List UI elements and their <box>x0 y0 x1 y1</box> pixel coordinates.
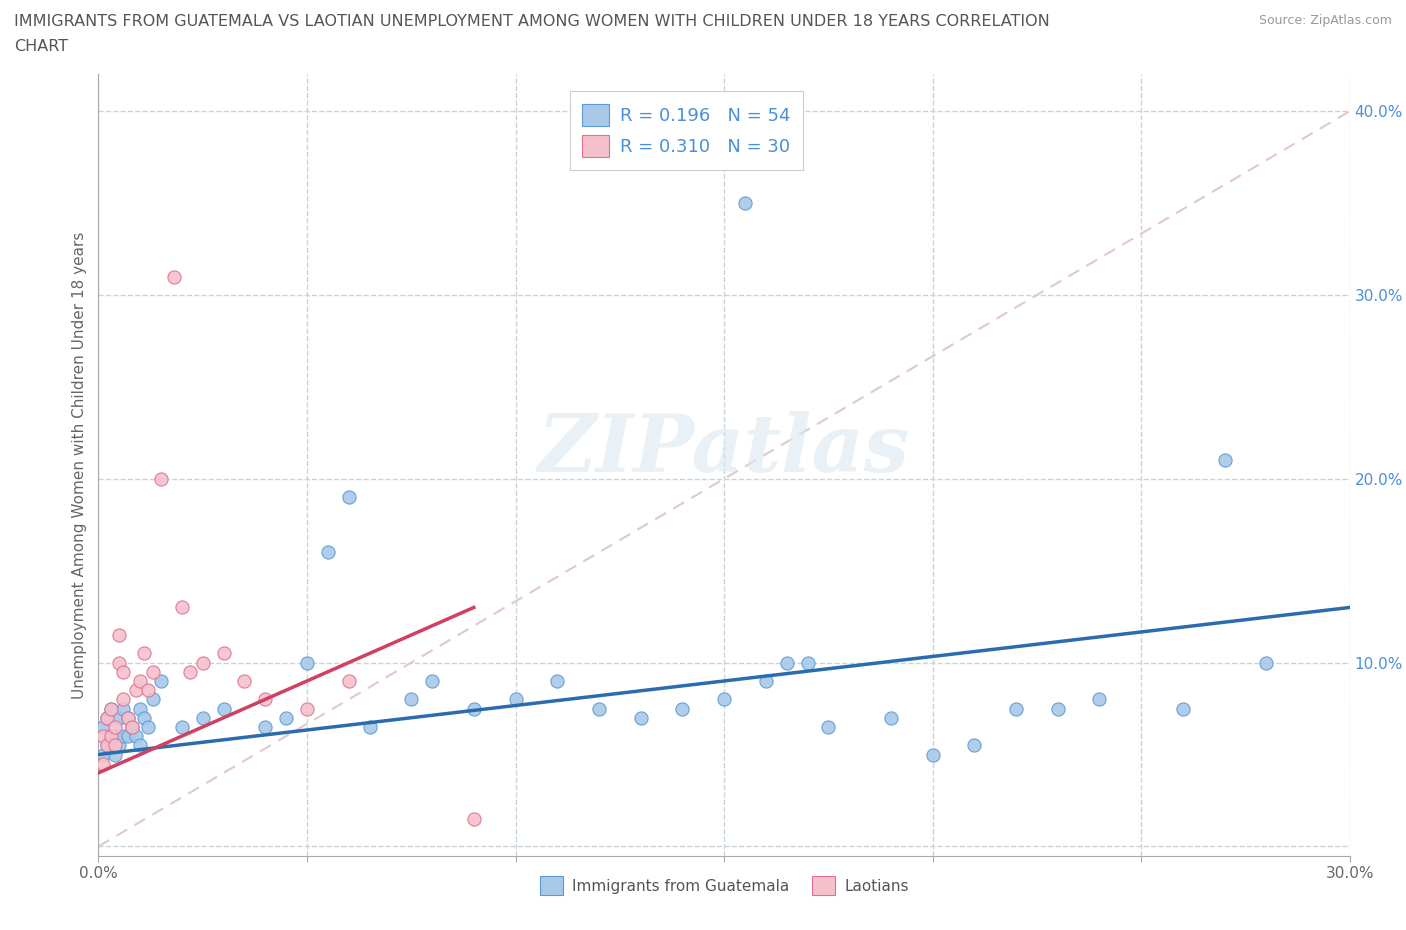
Point <box>96 711 118 725</box>
Point <box>1213 453 1236 468</box>
Point <box>179 664 201 679</box>
Point <box>117 711 139 725</box>
Point <box>150 673 173 688</box>
Point <box>142 664 165 679</box>
Point <box>880 711 903 725</box>
Point <box>337 673 360 688</box>
Point <box>1005 701 1028 716</box>
Text: Source: ZipAtlas.com: Source: ZipAtlas.com <box>1258 14 1392 27</box>
Point <box>100 701 122 716</box>
Point <box>104 720 127 735</box>
Point <box>755 673 778 688</box>
Point <box>91 747 114 762</box>
Point <box>100 729 122 744</box>
Point <box>91 729 114 744</box>
Point <box>963 737 986 752</box>
Point <box>125 683 148 698</box>
Point <box>671 701 693 716</box>
Text: IMMIGRANTS FROM GUATEMALA VS LAOTIAN UNEMPLOYMENT AMONG WOMEN WITH CHILDREN UNDE: IMMIGRANTS FROM GUATEMALA VS LAOTIAN UNE… <box>14 14 1050 29</box>
Point <box>212 646 235 661</box>
Point <box>817 720 839 735</box>
Point <box>1088 692 1111 707</box>
Point <box>921 747 943 762</box>
Point <box>121 720 143 735</box>
Point <box>359 720 381 735</box>
Y-axis label: Unemployment Among Women with Children Under 18 years: Unemployment Among Women with Children U… <box>72 232 87 698</box>
Point <box>134 646 156 661</box>
Point <box>142 692 165 707</box>
Point <box>734 195 756 210</box>
Point <box>295 701 318 716</box>
Point <box>108 737 131 752</box>
Point <box>316 545 339 560</box>
Point <box>254 720 277 735</box>
Point <box>776 655 799 670</box>
Point <box>112 692 135 707</box>
Point <box>337 490 360 505</box>
Point <box>463 701 485 716</box>
Point <box>129 701 152 716</box>
Point <box>125 729 148 744</box>
Point <box>162 269 184 284</box>
Point <box>295 655 318 670</box>
Point <box>233 673 256 688</box>
Text: ZIPatlas: ZIPatlas <box>538 411 910 488</box>
Point <box>463 811 485 826</box>
Point <box>91 720 114 735</box>
Point <box>191 711 214 725</box>
Point <box>401 692 423 707</box>
Point <box>1046 701 1069 716</box>
Point <box>112 664 135 679</box>
Point <box>630 711 652 725</box>
Point <box>96 737 118 752</box>
Point <box>212 701 235 716</box>
Point <box>1171 701 1194 716</box>
Point <box>108 628 131 643</box>
Point <box>129 673 152 688</box>
Point <box>96 737 118 752</box>
Point <box>108 655 131 670</box>
Legend: Immigrants from Guatemala, Laotians: Immigrants from Guatemala, Laotians <box>531 869 917 903</box>
Point <box>117 711 139 725</box>
Point <box>796 655 818 670</box>
Point <box>134 711 156 725</box>
Point <box>170 600 193 615</box>
Point <box>1256 655 1278 670</box>
Point <box>588 701 610 716</box>
Point <box>104 729 127 744</box>
Point <box>150 472 173 486</box>
Point <box>254 692 277 707</box>
Point <box>191 655 214 670</box>
Point <box>112 701 135 716</box>
Point <box>138 720 160 735</box>
Point <box>112 729 135 744</box>
Point <box>117 729 139 744</box>
Point <box>420 673 443 688</box>
Point <box>104 747 127 762</box>
Text: CHART: CHART <box>14 39 67 54</box>
Point <box>104 737 127 752</box>
Point <box>121 720 143 735</box>
Point <box>138 683 160 698</box>
Point <box>713 692 735 707</box>
Point <box>274 711 298 725</box>
Point <box>96 711 118 725</box>
Point <box>546 673 568 688</box>
Point <box>91 756 114 771</box>
Point <box>129 737 152 752</box>
Point <box>108 711 131 725</box>
Point <box>100 701 122 716</box>
Point <box>100 729 122 744</box>
Point <box>505 692 527 707</box>
Point <box>170 720 193 735</box>
